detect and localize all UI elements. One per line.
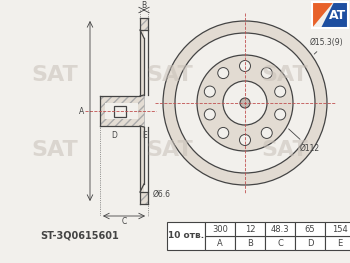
Bar [265, 222, 295, 236]
Circle shape [239, 60, 251, 72]
Text: SAT: SAT [32, 140, 78, 160]
Circle shape [240, 98, 250, 108]
Circle shape [218, 68, 229, 79]
Bar [325, 222, 350, 236]
Circle shape [275, 109, 286, 120]
Text: A: A [217, 239, 223, 247]
Bar [167, 222, 205, 250]
Circle shape [261, 128, 272, 138]
Text: SAT: SAT [262, 140, 308, 160]
Bar [295, 222, 325, 236]
Text: D: D [307, 239, 313, 247]
Bar [235, 236, 265, 250]
Bar [140, 192, 148, 204]
Text: SAT: SAT [262, 65, 308, 85]
Circle shape [239, 134, 251, 145]
Text: 154: 154 [332, 225, 348, 234]
Polygon shape [312, 2, 334, 28]
Text: A: A [79, 107, 84, 115]
Bar [235, 222, 265, 236]
Text: 300: 300 [212, 225, 228, 234]
Text: 10 отв.: 10 отв. [168, 231, 204, 240]
Bar [205, 222, 235, 236]
Text: Ø6.6: Ø6.6 [153, 190, 171, 199]
Text: B: B [141, 1, 147, 9]
Text: 12: 12 [245, 225, 255, 234]
Circle shape [223, 81, 267, 125]
Bar [140, 192, 148, 204]
Text: D: D [111, 131, 117, 140]
Bar [105, 103, 138, 119]
Circle shape [204, 86, 215, 97]
Bar [114, 105, 126, 117]
Text: E: E [337, 239, 343, 247]
Circle shape [163, 21, 327, 185]
Polygon shape [321, 2, 348, 28]
Bar [325, 236, 350, 250]
Bar [140, 18, 148, 30]
Text: E: E [142, 131, 147, 140]
Text: SAT: SAT [147, 65, 193, 85]
Text: C: C [277, 239, 283, 247]
Text: Ø112: Ø112 [289, 129, 320, 153]
Text: ST-3Q0615601: ST-3Q0615601 [41, 231, 119, 241]
Circle shape [218, 128, 229, 138]
Text: B: B [247, 239, 253, 247]
Bar [312, 2, 348, 28]
Circle shape [204, 109, 215, 120]
Text: SAT: SAT [147, 140, 193, 160]
Bar [205, 236, 235, 250]
Bar [100, 96, 144, 126]
Circle shape [275, 86, 286, 97]
Circle shape [261, 68, 272, 79]
Bar [140, 30, 144, 192]
Bar [140, 18, 148, 30]
Bar [265, 236, 295, 250]
Text: 48.3: 48.3 [271, 225, 289, 234]
Bar [295, 236, 325, 250]
Text: AT: AT [329, 9, 346, 22]
Text: Ø15.3(9): Ø15.3(9) [310, 38, 344, 54]
Circle shape [175, 33, 315, 173]
Text: 65: 65 [305, 225, 315, 234]
Text: C: C [121, 218, 127, 226]
Text: SAT: SAT [32, 65, 78, 85]
Bar [100, 96, 144, 126]
Circle shape [197, 55, 293, 151]
